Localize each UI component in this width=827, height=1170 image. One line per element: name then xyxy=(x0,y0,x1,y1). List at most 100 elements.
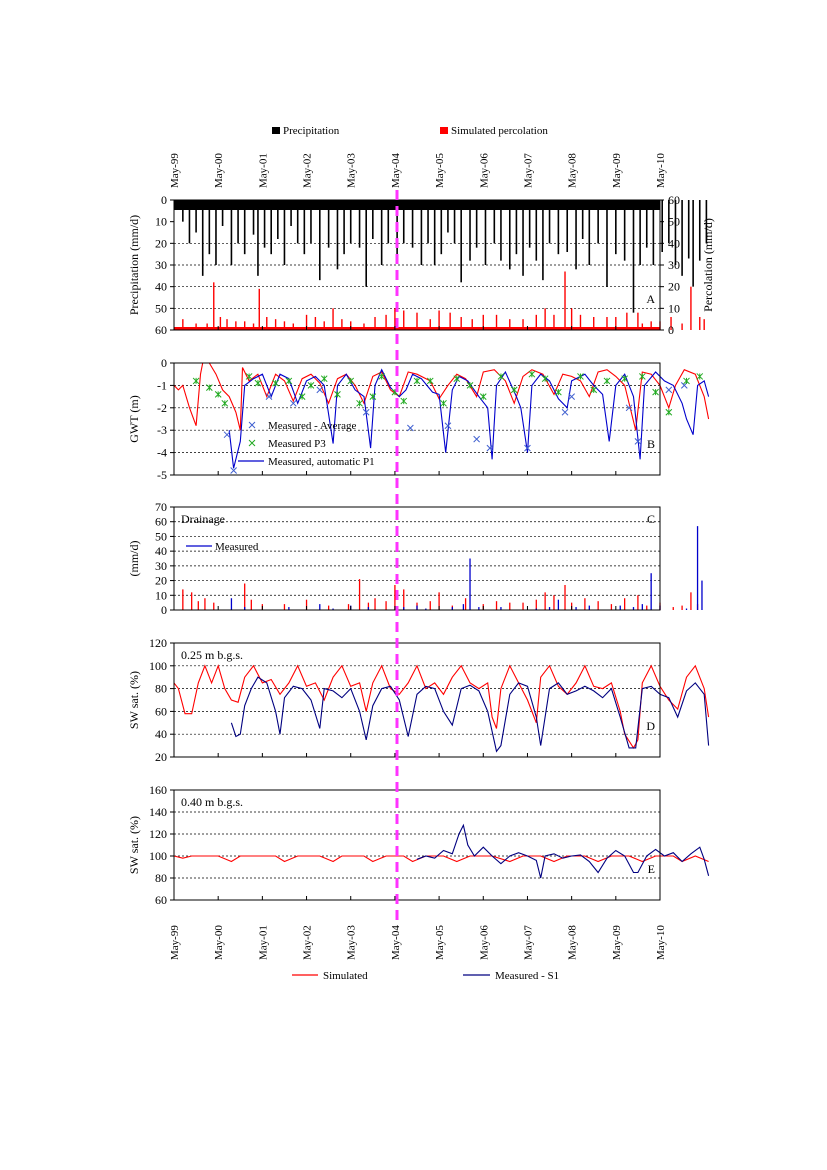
plot-frame-B xyxy=(173,362,661,476)
ytick-right-label: 10 xyxy=(668,301,680,315)
p3-marker xyxy=(652,388,659,396)
legend-percolation-swatch xyxy=(440,127,448,134)
legend-p3-label: Measured P3 xyxy=(268,438,326,450)
ytick-label: 60 xyxy=(155,893,167,907)
top-month-label-May-06: May-06 xyxy=(478,153,490,188)
top-month-label-May-99: May-99 xyxy=(169,153,181,188)
ylabel: Precipitation (mm/d) xyxy=(127,215,141,315)
panel-annotation: 0.25 m b.g.s. xyxy=(181,648,243,662)
top-month-label-May-09: May-09 xyxy=(611,153,623,188)
series-line xyxy=(173,855,709,863)
ylabel-right: Percolation (mm/d) xyxy=(701,218,715,312)
ytick-label: 80 xyxy=(155,871,167,885)
bottom-month-label-May-10: May-10 xyxy=(655,925,667,960)
avg-marker xyxy=(665,386,673,394)
p3-marker xyxy=(413,377,421,385)
ytick-label: 160 xyxy=(149,783,167,797)
p3-marker xyxy=(665,408,673,416)
bottom-month-label-May-06: May-06 xyxy=(478,925,490,960)
p3-marker xyxy=(285,377,293,385)
legend-avg-marker xyxy=(248,421,256,429)
legend-measured-label: Measured xyxy=(215,541,259,553)
p3-marker xyxy=(453,375,461,383)
top-month-label-May-05: May-05 xyxy=(434,153,446,188)
bottom-month-label-May-09: May-09 xyxy=(611,925,623,960)
ytick-label: 40 xyxy=(155,544,167,558)
p3-marker xyxy=(356,399,363,407)
panel-annotation: 0.40 m b.g.s. xyxy=(181,795,243,809)
panel-A: 0 10 20 30 40 50 60 60 50 40 30 20 10 0 Percolation (m… xyxy=(127,193,715,337)
avg-marker xyxy=(634,438,642,445)
avg-marker xyxy=(625,404,633,412)
avg-marker xyxy=(316,386,324,394)
bottom-month-label-May-00: May-00 xyxy=(213,925,225,960)
avg-marker xyxy=(407,424,414,432)
legend-top: Precipitation Simulated percolation xyxy=(272,125,548,137)
series-line xyxy=(416,823,710,879)
top-month-label-May-02: May-02 xyxy=(302,153,314,188)
avg-marker xyxy=(230,467,237,474)
panel-letter: E xyxy=(648,862,655,876)
top-month-label-May-04: May-04 xyxy=(390,153,402,188)
top-month-label-May-08: May-08 xyxy=(567,153,579,188)
panel-title: Drainage xyxy=(181,512,225,526)
p3-marker xyxy=(590,386,598,394)
ytick-label: -5 xyxy=(157,468,167,482)
plot-frame-E xyxy=(173,789,661,901)
p3-marker xyxy=(400,397,408,405)
precip-base-band xyxy=(174,200,660,210)
bottom-month-label-May-01: May-01 xyxy=(257,925,269,960)
ytick-label: 0 xyxy=(161,356,167,370)
panel-letter: C xyxy=(647,512,655,526)
p3-marker xyxy=(510,386,518,394)
ytick-label: 120 xyxy=(149,636,167,650)
p3-marker xyxy=(638,373,646,380)
series-line xyxy=(173,362,710,431)
ytick-right-label: 50 xyxy=(668,215,680,229)
ytick-right-label: 20 xyxy=(668,280,680,294)
avg-marker xyxy=(265,393,273,400)
avg-marker xyxy=(289,399,297,407)
bottom-month-label-May-02: May-02 xyxy=(302,925,314,960)
legend-bottom: Simulated Measured - S1 xyxy=(292,970,559,982)
avg-marker xyxy=(486,444,494,452)
series-B-simulated xyxy=(173,362,710,431)
p3-marker xyxy=(369,393,377,400)
ytick-label: 40 xyxy=(155,727,167,741)
panel-B: 0 -1 -2 -3 -4 -5 GWT (m) B Measured - Average Mea… xyxy=(127,356,710,482)
ytick-label: 50 xyxy=(155,529,167,543)
legend-precipitation-label: Precipitation xyxy=(283,125,340,137)
p3-marker xyxy=(528,370,536,378)
ylabel: (mm/d) xyxy=(127,541,141,577)
ytick-label: 0 xyxy=(161,603,167,617)
bottom-month-label-May-04: May-04 xyxy=(390,925,402,960)
plot-frame-C xyxy=(173,506,661,611)
ytick-label: 20 xyxy=(155,574,167,588)
ytick-label: 100 xyxy=(149,849,167,863)
p3-marker xyxy=(497,373,505,380)
top-month-label-May-00: May-00 xyxy=(213,153,225,188)
p3-marker xyxy=(555,388,562,396)
p3-marker xyxy=(221,399,229,407)
ytick-label: 60 xyxy=(155,704,167,718)
panel-E: 60 80 100 120 140 160 SW sat. (%) E 0.40 m b.g.s… xyxy=(127,783,710,907)
p3-marker xyxy=(334,391,341,398)
bottom-month-labels: May-99 May-00 May-01 May-02 May-03 May-04 May-… xyxy=(169,925,667,960)
series-B-measured-p3 xyxy=(192,370,704,416)
p3-marker xyxy=(254,379,262,387)
avg-marker xyxy=(561,408,569,416)
series-C-simulated xyxy=(182,579,699,610)
series-A-simulated-percolation xyxy=(174,271,705,330)
p3-marker xyxy=(272,379,279,387)
legend-p3-marker xyxy=(248,439,256,447)
ytick-label: 50 xyxy=(155,301,167,315)
p3-marker xyxy=(214,391,222,398)
legend-simulated-label: Simulated xyxy=(323,970,368,982)
p3-marker xyxy=(621,375,629,383)
p3-marker xyxy=(683,377,690,385)
ytick-label: 60 xyxy=(155,323,167,337)
series-B-measured-average xyxy=(223,382,688,474)
p3-marker xyxy=(347,377,355,385)
